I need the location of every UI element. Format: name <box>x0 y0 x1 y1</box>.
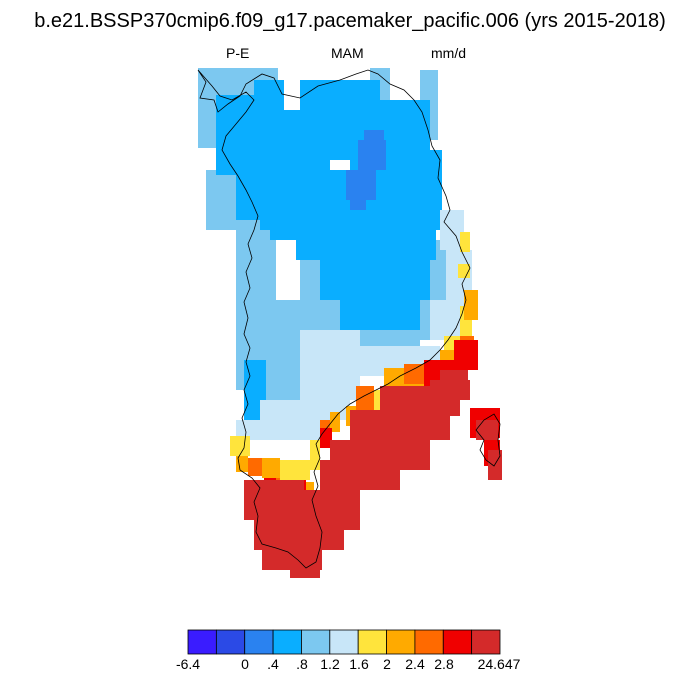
colorbar-tick-label: .4 <box>267 656 279 672</box>
colorbar-tick-label: 1.2 <box>320 656 340 672</box>
coastline <box>197 69 471 569</box>
colorbar-swatch <box>442 629 473 655</box>
map-cell <box>340 280 420 330</box>
colorbar-swatch <box>244 629 274 655</box>
units-label: mm/d <box>431 45 466 61</box>
colorbar-swatch <box>329 629 359 655</box>
map-field <box>198 68 502 578</box>
colorbar-tick-label: 2 <box>383 656 391 672</box>
colorbar-swatch <box>215 629 246 655</box>
variable-label: P-E <box>226 45 250 61</box>
map-cell <box>300 350 390 370</box>
map-cell <box>464 290 478 320</box>
map-cell <box>256 380 266 410</box>
map-cell <box>236 420 326 440</box>
plot-title: b.e21.BSSP370cmip6.f09_g17.pacemaker_pac… <box>34 10 666 32</box>
map-cell <box>476 420 498 440</box>
colorbar-swatch <box>272 629 302 655</box>
colorbar-tick-label: 1.6 <box>349 656 369 672</box>
map-cell <box>460 232 470 252</box>
map-cell <box>320 460 400 490</box>
colorbar-tick-label: 2.8 <box>434 656 454 672</box>
colorbar-swatch <box>386 629 416 655</box>
colorbar-tick-label: 0 <box>241 656 249 672</box>
map-cell <box>364 130 384 150</box>
colorbar-tick-label: 2.4 <box>405 656 425 672</box>
map-cell <box>262 458 280 478</box>
colorbar-swatch <box>357 629 387 655</box>
colorbar-swatch <box>301 629 331 655</box>
map-cell <box>440 370 468 394</box>
colorbar-tick-label: -6.4 <box>175 656 201 672</box>
colorbar-swatch <box>471 629 501 655</box>
map-cell <box>248 458 262 476</box>
map-cell <box>416 400 446 430</box>
map-cell <box>350 190 366 210</box>
map-cell <box>310 440 320 470</box>
colorbar-swatch <box>187 629 217 655</box>
colorbar-swatch <box>414 629 444 655</box>
colorbar-tick-label: 24.647 <box>477 656 521 672</box>
map-cell <box>420 150 442 210</box>
map-cell <box>454 340 478 370</box>
map-cell <box>236 456 248 472</box>
map-cell <box>280 460 310 480</box>
season-label: MAM <box>331 45 364 61</box>
map-cell <box>244 480 304 520</box>
map-cell <box>330 412 340 432</box>
island-coastline <box>475 413 501 467</box>
colorbar-tick-label: .8 <box>296 656 308 672</box>
map-cell <box>230 130 270 170</box>
